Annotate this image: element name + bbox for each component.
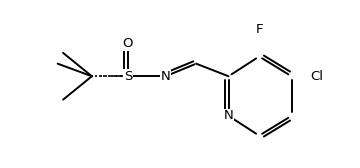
Text: Cl: Cl: [310, 70, 323, 83]
Text: N: N: [161, 70, 171, 83]
Text: S: S: [123, 70, 132, 83]
Text: N: N: [224, 109, 233, 122]
Text: F: F: [255, 23, 263, 36]
Text: O: O: [123, 37, 133, 50]
